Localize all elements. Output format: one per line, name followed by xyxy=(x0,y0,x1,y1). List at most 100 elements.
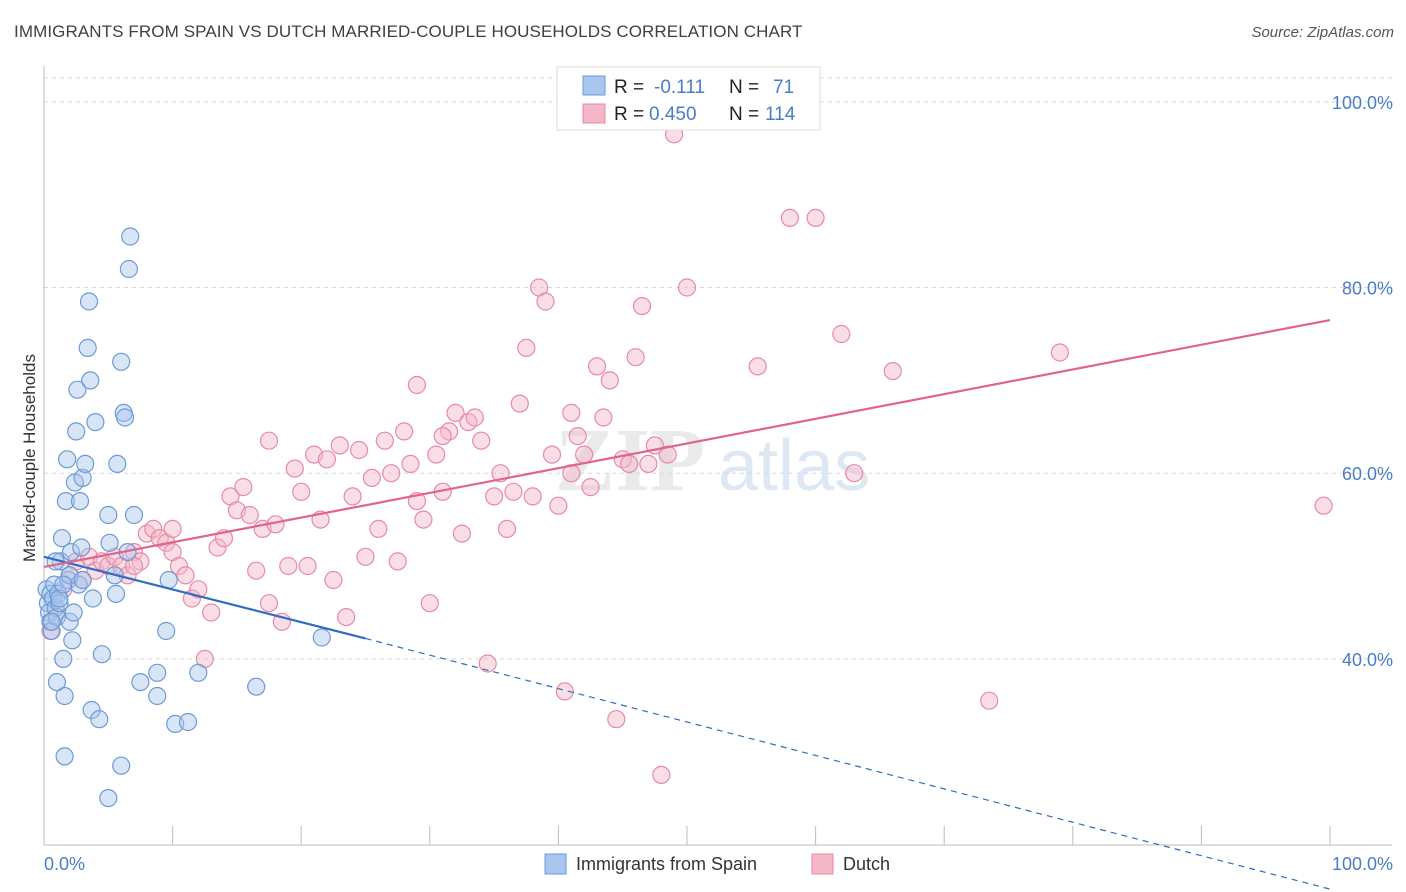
series-spain-points xyxy=(37,227,331,808)
spain-point-31 xyxy=(78,338,97,357)
dutch-point-100 xyxy=(780,208,800,227)
spain-point-56 xyxy=(148,663,167,682)
dutch-point-52 xyxy=(375,431,394,450)
spain-point-45 xyxy=(108,454,127,473)
spain-point-21 xyxy=(63,631,82,650)
spain-point-49 xyxy=(112,756,131,775)
spain-point-57 xyxy=(157,621,176,641)
spain-point-40 xyxy=(90,710,109,729)
spain-point-30 xyxy=(76,454,95,473)
spain-point-11 xyxy=(50,594,69,613)
dutch-point-44 xyxy=(324,570,343,590)
spain-point-39 xyxy=(92,645,112,664)
y-tick-label-1: 60.0% xyxy=(1342,464,1393,484)
dutch-point-86 xyxy=(594,408,613,427)
legend-top-r-label-2: R = xyxy=(614,104,644,125)
dutch-point-74 xyxy=(517,338,536,357)
spain-point-51 xyxy=(119,259,138,279)
spain-point-54 xyxy=(131,672,150,692)
spain-point-32 xyxy=(79,292,99,311)
dutch-point-72 xyxy=(504,482,523,501)
dutch-point-79 xyxy=(549,496,568,515)
spain-point-38 xyxy=(47,672,67,692)
spain-point-35 xyxy=(83,589,103,608)
dutch-point-95 xyxy=(652,765,671,785)
spain-point-17 xyxy=(57,450,77,469)
bottom-legend: Immigrants from Spain Dutch xyxy=(544,853,890,875)
dutch-point-64 xyxy=(452,524,471,543)
chart-title: IMMIGRANTS FROM SPAIN VS DUTCH MARRIED-C… xyxy=(14,22,803,41)
dutch-point-45 xyxy=(330,436,349,455)
spain-point-62 xyxy=(247,677,266,696)
spain-point-29 xyxy=(73,468,92,487)
dutch-point-47 xyxy=(343,487,362,506)
dutch-point-91 xyxy=(626,348,645,367)
dutch-point-50 xyxy=(362,468,381,487)
dutch-point-32 xyxy=(247,561,266,580)
spain-point-70 xyxy=(42,612,61,631)
legend-top-n-label-1: N = xyxy=(729,77,759,98)
dutch-point-101 xyxy=(806,208,825,227)
dutch-point-34 xyxy=(259,594,279,613)
spain-point-68 xyxy=(54,575,73,594)
dutch-point-104 xyxy=(883,362,902,381)
spain-point-52 xyxy=(121,227,140,246)
y-tick-label-3: 100.0% xyxy=(1332,93,1393,113)
axes xyxy=(43,66,1392,846)
dutch-point-90 xyxy=(619,454,639,473)
dutch-point-88 xyxy=(607,710,626,729)
dutch-point-103 xyxy=(845,464,864,483)
bottom-legend-label-spain: Immigrants from Spain xyxy=(576,854,757,874)
spain-point-37 xyxy=(55,747,74,766)
dutch-point-99 xyxy=(748,357,767,376)
dutch-point-25 xyxy=(202,603,221,622)
dutch-point-106 xyxy=(1050,343,1070,362)
dutch-point-73 xyxy=(510,394,529,413)
trend-line-dutch xyxy=(43,318,1331,569)
spain-point-16 xyxy=(56,492,76,511)
spain-point-69 xyxy=(73,570,92,590)
watermark-atlas: atlas xyxy=(718,426,870,506)
dutch-point-23 xyxy=(189,580,208,599)
source-credit: Source: ZipAtlas.com xyxy=(1251,24,1394,41)
bottom-legend-label-dutch: Dutch xyxy=(843,854,890,874)
dutch-point-43 xyxy=(317,450,336,469)
spain-point-25 xyxy=(68,380,87,399)
y-tick-label-2: 80.0% xyxy=(1342,279,1393,299)
dutch-point-55 xyxy=(395,422,414,441)
spain-point-44 xyxy=(106,584,126,604)
dutch-point-111 xyxy=(407,375,426,395)
spain-point-36 xyxy=(86,413,105,432)
spain-point-13 xyxy=(52,529,72,548)
spain-point-53 xyxy=(124,505,144,525)
legend-top-swatch-spain xyxy=(582,75,606,96)
dutch-point-56 xyxy=(401,454,420,473)
legend-top-r-value-1: -0.111 xyxy=(654,77,705,98)
dutch-point-9 xyxy=(99,556,118,576)
spain-point-24 xyxy=(67,422,86,441)
y-axis-label: Married-couple Households xyxy=(20,354,39,562)
dutch-point-31 xyxy=(240,505,259,525)
dutch-point-102 xyxy=(832,324,851,344)
dutch-point-59 xyxy=(420,594,439,613)
y-tick-label-0: 40.0% xyxy=(1342,650,1393,670)
spain-point-61 xyxy=(189,663,208,682)
legend-top-r-label-1: R = xyxy=(614,77,644,98)
dutch-point-109 xyxy=(163,519,182,539)
spain-point-14 xyxy=(54,649,73,669)
dutch-point-82 xyxy=(568,427,587,446)
dutch-point-87 xyxy=(600,371,619,390)
dutch-point-85 xyxy=(587,357,607,376)
dutch-point-49 xyxy=(356,547,375,566)
dutch-point-98 xyxy=(677,278,697,297)
spain-point-48 xyxy=(115,408,135,427)
dutch-point-54 xyxy=(388,552,407,571)
x-tick-labels: 0.0% 100.0% xyxy=(44,854,1393,874)
dutch-point-92 xyxy=(632,297,652,316)
bottom-legend-swatch-spain xyxy=(544,853,567,875)
spain-point-19 xyxy=(60,612,79,631)
dutch-point-68 xyxy=(478,654,497,673)
dutch-point-67 xyxy=(472,431,491,450)
dutch-point-105 xyxy=(980,691,999,710)
dutch-point-30 xyxy=(234,478,253,497)
